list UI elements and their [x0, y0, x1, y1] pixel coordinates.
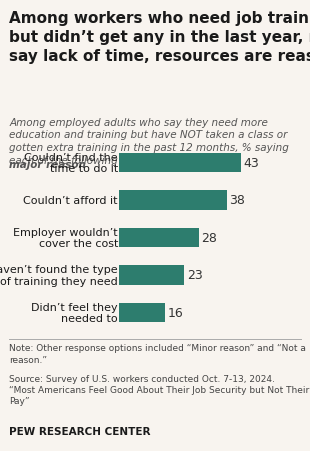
Text: Haven’t found the type
of training they need: Haven’t found the type of training they …: [0, 265, 118, 286]
Text: 23: 23: [187, 269, 203, 282]
Text: PEW RESEARCH CENTER: PEW RESEARCH CENTER: [9, 426, 151, 436]
Text: Source: Survey of U.S. workers conducted Oct. 7-13, 2024.
“Most Americans Feel G: Source: Survey of U.S. workers conducted…: [9, 374, 310, 405]
Text: 16: 16: [167, 306, 183, 319]
Text: Note: Other response options included “Minor reason” and “Not a
reason.”: Note: Other response options included “M…: [9, 344, 306, 364]
Text: Employer wouldn’t
cover the cost: Employer wouldn’t cover the cost: [13, 227, 118, 249]
Bar: [119, 303, 165, 322]
Text: major reason: major reason: [9, 159, 86, 169]
Bar: [119, 266, 184, 285]
Bar: [119, 191, 227, 210]
Text: Among employed adults who say they need more
education and training but have NOT: Among employed adults who say they need …: [9, 117, 289, 166]
Text: Among workers who need job training
but didn’t get any in the last year, many
sa: Among workers who need job training but …: [9, 11, 310, 63]
Text: 38: 38: [229, 194, 246, 207]
Text: 28: 28: [201, 231, 217, 244]
Bar: [119, 228, 199, 248]
Text: Couldn’t afford it: Couldn’t afford it: [23, 195, 118, 206]
Text: 43: 43: [244, 156, 259, 170]
Text: Couldn’t find the
time to do it: Couldn’t find the time to do it: [24, 152, 118, 174]
Text: Didn’t feel they
needed to: Didn’t feel they needed to: [31, 302, 118, 323]
Bar: [119, 153, 241, 173]
